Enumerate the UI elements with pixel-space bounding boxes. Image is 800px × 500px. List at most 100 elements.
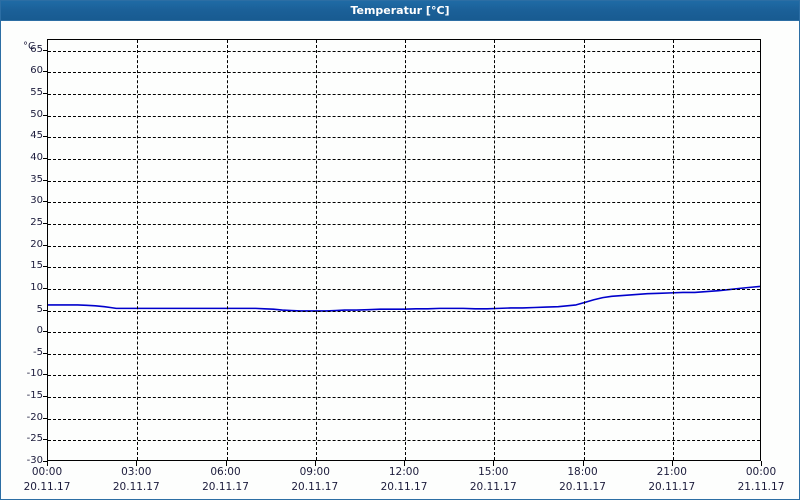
x-axis-tick [404,461,405,466]
y-gridline [48,137,760,139]
y-gridline [48,159,760,161]
y-axis-tick [43,158,47,160]
x-axis-date: 20.11.17 [112,481,160,493]
y-axis-tick-label: -30 [26,455,43,466]
x-axis-tick [582,461,584,466]
y-axis-tick-label: -25 [26,433,43,445]
x-axis-tick-label: 06:00 20.11.17 [202,465,249,495]
y-axis-tick [43,114,47,116]
y-axis-tick [43,352,47,354]
x-axis-tick-label: 00:00 20.11.17 [24,465,71,495]
y-axis-tick-label: -10 [26,368,43,380]
y-axis-labels: 65 60 55 50 45 40 35 30 25 20 15 10 5 0 -5 -10 -15 -20 -25… [1,39,43,465]
y-axis-tick [43,331,47,333]
x-axis-tick-label: 18:00 20.11.17 [559,465,606,495]
x-axis-time: 21:00 [656,466,687,478]
y-axis-tick-label: 65 [30,43,43,55]
x-axis-tick-label: 00:00 21.11.17 [738,465,785,495]
y-axis-tick-label: -5 [33,346,43,358]
y-axis-tick [43,136,47,138]
y-axis-tick [43,71,47,73]
y-axis-tick-label: 0 [36,325,43,337]
x-axis-date: 20.11.17 [648,481,696,493]
x-axis-time: 12:00 [388,466,420,478]
y-axis-tick-label: 20 [30,238,43,250]
x-gridline [405,40,406,460]
x-gridline [226,40,228,460]
y-gridline [48,94,760,96]
x-axis-tick [761,461,762,466]
x-gridline [494,40,496,460]
y-gridline [48,180,760,182]
x-axis-time: 06:00 [210,466,241,478]
y-axis-tick-label: 10 [30,281,43,293]
x-axis-tick-label: 21:00 20.11.17 [648,465,695,495]
y-gridline [48,310,760,312]
y-gridline [48,375,760,377]
x-axis-date: 20.11.17 [559,481,606,493]
y-axis-tick [43,396,47,398]
plot-area [47,39,761,461]
x-axis-date: 20.11.17 [380,481,428,493]
y-axis-tick-label: 30 [30,195,43,207]
y-axis-tick-label: 35 [30,173,43,185]
x-axis-time: 03:00 [121,466,152,478]
x-axis-time: 15:00 [478,466,509,478]
y-gridline [48,115,760,117]
x-axis-labels: 00:00 20.11.17 03:00 20.11.17 06:00 20.11.17 0… [1,465,799,499]
y-axis-tick [43,439,47,441]
y-axis-tick-label: 40 [30,152,43,164]
x-axis-tick [671,461,673,466]
y-gridline [48,332,760,334]
x-axis-date: 20.11.17 [291,481,339,493]
y-axis-tick [43,49,47,51]
y-gridline [48,397,760,399]
y-gridline [48,418,760,420]
page-title: Temperatur [°C] [350,4,450,17]
y-axis-tick [43,93,47,95]
y-axis-ticks [1,39,49,462]
y-gridline [48,72,760,74]
y-axis-tick-label: 45 [30,130,43,142]
y-axis-tick [43,244,47,246]
x-axis-date: 20.11.17 [202,481,249,493]
y-axis-tick [43,461,47,462]
x-gridline [315,40,317,460]
y-axis-tick-label: 5 [36,303,43,315]
x-axis-tick-label: 12:00 20.11.17 [381,465,428,495]
y-axis-tick [43,374,47,376]
y-gridline [48,223,760,225]
y-axis-tick [43,417,47,419]
y-gridline [48,288,760,290]
y-gridline [48,50,760,52]
y-gridline [48,440,760,442]
y-axis-tick [43,287,47,289]
y-axis-tick-label: -20 [26,411,43,423]
y-axis-tick-label: -15 [26,390,43,402]
temperature-line [48,285,760,312]
x-axis-tick [136,461,138,466]
x-axis-time: 09:00 [299,466,330,478]
x-axis-tick [47,461,48,466]
x-axis-tick [225,461,227,466]
y-axis-tick [43,179,47,181]
x-gridline [137,40,139,460]
x-axis-date: 20.11.17 [469,481,517,493]
x-axis-date: 21.11.17 [737,481,785,493]
y-gridline [48,353,760,355]
y-axis-tick-label: 55 [30,87,43,99]
window-titlebar: Temperatur [°C] [1,1,799,21]
y-axis-tick [43,201,47,203]
y-gridline [48,267,760,269]
x-axis-time: 18:00 [567,466,598,478]
x-axis-tick-label: 09:00 20.11.17 [291,465,338,495]
x-axis-tick [493,461,495,466]
x-axis-time: 00:00 [745,466,777,478]
temperature-series [48,285,760,312]
x-axis-tick-label: 15:00 20.11.17 [470,465,517,495]
y-gridline [48,245,760,247]
y-axis-tick-label: 50 [30,108,43,120]
y-axis-unit-label: °C [23,41,35,52]
y-axis-tick-label: 25 [30,216,43,228]
